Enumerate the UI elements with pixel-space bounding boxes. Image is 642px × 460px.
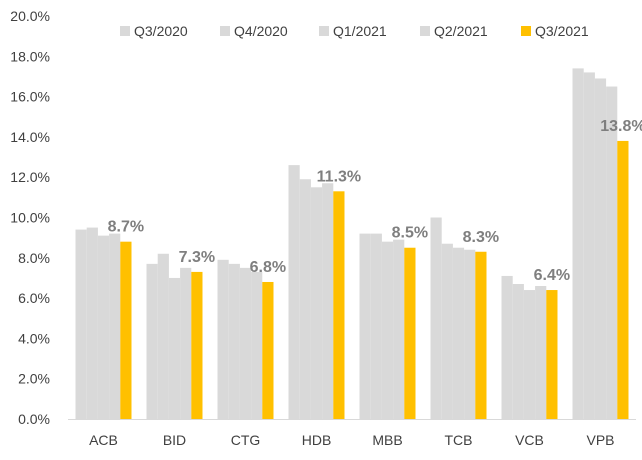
bar-vpb-q2-2021: [606, 86, 618, 419]
y-tick-label: 4.0%: [18, 330, 50, 346]
bar-bid-q3-2021: [191, 271, 203, 419]
x-tick-label: TCB: [445, 432, 473, 448]
x-tick-label: VCB: [515, 432, 544, 448]
bar-hdb-q3-2021: [333, 191, 345, 419]
x-tick-label: CTG: [231, 432, 261, 448]
bar-ctg-q3-2020: [217, 259, 229, 419]
bar-acb-q2-2021: [109, 233, 121, 419]
legend: Q3/2020 Q4/2020 Q1/2021 Q2/2021 Q3/2021: [120, 23, 589, 39]
x-axis-tick-labels: ACB BID CTG HDB MBB TCB VCB VPB: [89, 432, 614, 448]
data-labels: 8.7% 7.3% 6.8% 11.3% 8.5% 8.3% 6.4% 13.8%: [108, 118, 642, 284]
legend-label: Q1/2021: [333, 23, 387, 39]
bar-bid-q1-2021: [168, 277, 181, 419]
y-tick-label: 10.0%: [10, 210, 50, 226]
legend-swatch: [420, 26, 430, 36]
bar-vcb-q3-2021: [546, 290, 558, 419]
bars: [75, 68, 629, 420]
legend-label: Q3/2020: [134, 23, 188, 39]
legend-label: Q3/2021: [535, 23, 589, 39]
bar-acb-q4-2020: [86, 227, 98, 419]
y-tick-label: 20.0%: [10, 8, 50, 24]
y-tick-label: 8.0%: [18, 250, 50, 266]
y-tick-label: 12.0%: [10, 169, 50, 185]
bar-bid-q4-2020: [157, 253, 169, 419]
bar-vpb-q1-2021: [594, 78, 607, 419]
bar-hdb-q4-2020: [299, 179, 311, 419]
bar-vcb-q4-2020: [512, 284, 524, 419]
bar-ctg-q3-2021: [262, 281, 274, 419]
legend-swatch: [120, 26, 130, 36]
bar-tcb-q4-2020: [441, 243, 453, 419]
y-tick-label: 18.0%: [10, 48, 50, 64]
bar-acb-q1-2021: [97, 235, 110, 419]
legend-swatch: [220, 26, 230, 36]
bar-mbb-q2-2021: [393, 239, 405, 419]
bar-tcb-q3-2021: [475, 251, 487, 419]
data-label: 13.8%: [600, 118, 642, 135]
bar-vcb-q3-2020: [501, 275, 513, 419]
data-label: 7.3%: [179, 249, 215, 266]
legend-label: Q4/2020: [234, 23, 288, 39]
bar-acb-q3-2020: [75, 229, 87, 419]
y-tick-label: 0.0%: [18, 411, 50, 427]
x-tick-label: MBB: [372, 432, 402, 448]
data-label: 8.7%: [108, 219, 144, 236]
x-tick-label: HDB: [302, 432, 332, 448]
bar-vpb-q3-2021: [617, 140, 629, 419]
bar-bid-q2-2021: [180, 267, 192, 420]
bar-hdb-q3-2020: [288, 165, 300, 419]
bar-mbb-q4-2020: [370, 233, 382, 419]
legend-swatch: [319, 26, 329, 36]
bar-mbb-q1-2021: [381, 241, 394, 419]
bar-vcb-q2-2021: [535, 286, 547, 419]
bar-ctg-q4-2020: [228, 263, 240, 419]
bar-hdb-q1-2021: [310, 187, 323, 419]
bar-bid-q3-2020: [146, 263, 158, 419]
y-tick-label: 2.0%: [18, 371, 50, 387]
bar-mbb-q3-2021: [404, 247, 416, 419]
bar-tcb-q3-2020: [430, 217, 442, 419]
y-tick-label: 6.0%: [18, 290, 50, 306]
y-axis-tick-labels: 0.0% 2.0% 4.0% 6.0% 8.0% 10.0% 12.0% 14.0% 16.0%…: [10, 8, 50, 427]
y-tick-label: 14.0%: [10, 129, 50, 145]
bar-mbb-q3-2020: [359, 233, 371, 419]
bar-vpb-q3-2020: [572, 68, 584, 419]
x-tick-label: ACB: [89, 432, 118, 448]
data-label: 6.4%: [534, 267, 570, 284]
y-tick-label: 16.0%: [10, 89, 50, 105]
data-label: 8.5%: [392, 225, 428, 242]
data-label: 6.8%: [250, 259, 286, 276]
bar-ctg-q2-2021: [251, 271, 263, 419]
bar-tcb-q2-2021: [464, 249, 476, 419]
bar-vpb-q4-2020: [583, 72, 595, 420]
bar-vcb-q1-2021: [523, 290, 536, 419]
data-label: 11.3%: [317, 168, 361, 185]
bar-acb-q3-2021: [120, 241, 132, 419]
bar-hdb-q2-2021: [322, 183, 334, 419]
data-label: 8.3%: [463, 229, 499, 246]
bar-ctg-q1-2021: [239, 267, 252, 420]
legend-label: Q2/2021: [434, 23, 488, 39]
x-tick-label: VPB: [586, 432, 614, 448]
legend-swatch: [521, 26, 531, 36]
bar-tcb-q1-2021: [452, 247, 465, 419]
x-tick-label: BID: [163, 432, 186, 448]
